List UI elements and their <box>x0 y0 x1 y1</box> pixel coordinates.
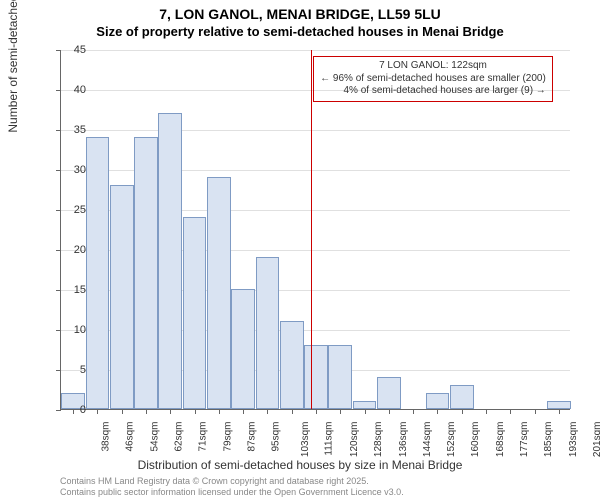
xtick-label: 152sqm <box>446 422 457 458</box>
xtick-label: 38sqm <box>101 422 112 452</box>
histogram-bar <box>110 185 134 409</box>
xtick-label: 168sqm <box>495 422 506 458</box>
xtick-mark <box>170 409 171 414</box>
xtick-label: 103sqm <box>301 422 312 458</box>
histogram-bar <box>377 377 401 409</box>
histogram-bar <box>183 217 207 409</box>
gridline <box>61 130 570 131</box>
histogram-bar <box>426 393 450 409</box>
gridline <box>61 50 570 51</box>
callout-box: 7 LON GANOL: 122sqm ← 96% of semi-detach… <box>313 56 553 102</box>
xtick-mark <box>97 409 98 414</box>
xtick-label: 87sqm <box>246 422 257 452</box>
xtick-mark <box>462 409 463 414</box>
histogram-bar <box>158 113 182 409</box>
xtick-label: 79sqm <box>222 422 233 452</box>
plot-area: 7 LON GANOL: 122sqm ← 96% of semi-detach… <box>60 50 570 410</box>
ytick-label: 30 <box>56 164 86 176</box>
xtick-mark <box>559 409 560 414</box>
xtick-label: 128sqm <box>373 422 384 458</box>
xtick-mark <box>413 409 414 414</box>
xtick-mark <box>267 409 268 414</box>
ytick-label: 10 <box>56 324 86 336</box>
xtick-mark <box>486 409 487 414</box>
xtick-label: 144sqm <box>422 422 433 458</box>
xtick-mark <box>195 409 196 414</box>
attribution: Contains HM Land Registry data © Crown c… <box>60 476 404 498</box>
xtick-mark <box>292 409 293 414</box>
xtick-label: 193sqm <box>568 422 579 458</box>
xtick-mark <box>365 409 366 414</box>
callout-property-size: 7 LON GANOL: 122sqm <box>320 60 546 73</box>
ytick-label: 25 <box>56 204 86 216</box>
histogram-bar <box>256 257 280 409</box>
x-axis-label: Distribution of semi-detached houses by … <box>0 458 600 472</box>
xtick-label: 160sqm <box>471 422 482 458</box>
histogram-bar <box>353 401 377 409</box>
histogram-bar <box>134 137 158 409</box>
xtick-mark <box>389 409 390 414</box>
xtick-mark <box>340 409 341 414</box>
xtick-mark <box>146 409 147 414</box>
property-size-chart: 7, LON GANOL, MENAI BRIDGE, LL59 5LU Siz… <box>0 0 600 500</box>
xtick-mark <box>535 409 536 414</box>
xtick-label: 46sqm <box>125 422 136 452</box>
xtick-mark <box>243 409 244 414</box>
xtick-mark <box>316 409 317 414</box>
ytick-label: 0 <box>56 404 86 416</box>
xtick-mark <box>510 409 511 414</box>
histogram-bar <box>280 321 304 409</box>
histogram-bar <box>450 385 474 409</box>
xtick-label: 185sqm <box>543 422 554 458</box>
attribution-line1: Contains HM Land Registry data © Crown c… <box>60 476 404 487</box>
xtick-label: 54sqm <box>149 422 160 452</box>
ytick-label: 5 <box>56 364 86 376</box>
histogram-bar <box>86 137 110 409</box>
y-axis-label: Number of semi-detached properties <box>6 0 20 133</box>
callout-larger-pct: 4% of semi-detached houses are larger (9… <box>320 85 546 98</box>
ytick-label: 35 <box>56 124 86 136</box>
callout-smaller-pct: ← 96% of semi-detached houses are smalle… <box>320 73 546 86</box>
histogram-bar <box>231 289 255 409</box>
histogram-bar <box>328 345 352 409</box>
xtick-mark <box>122 409 123 414</box>
xtick-label: 136sqm <box>398 422 409 458</box>
xtick-mark <box>437 409 438 414</box>
ytick-label: 15 <box>56 284 86 296</box>
ytick-label: 40 <box>56 84 86 96</box>
chart-title-address: 7, LON GANOL, MENAI BRIDGE, LL59 5LU <box>0 6 600 22</box>
xtick-label: 120sqm <box>349 422 360 458</box>
xtick-label: 62sqm <box>174 422 185 452</box>
attribution-line2: Contains public sector information licen… <box>60 487 404 498</box>
xtick-label: 111sqm <box>323 422 334 456</box>
xtick-label: 177sqm <box>519 422 530 458</box>
xtick-mark <box>219 409 220 414</box>
ytick-label: 20 <box>56 244 86 256</box>
xtick-label: 201sqm <box>592 422 600 458</box>
histogram-bar <box>547 401 571 409</box>
histogram-bar <box>304 345 328 409</box>
xtick-label: 71sqm <box>198 422 209 452</box>
ytick-label: 45 <box>56 44 86 56</box>
xtick-label: 95sqm <box>271 422 282 452</box>
marker-line <box>311 50 312 409</box>
chart-title-description: Size of property relative to semi-detach… <box>0 24 600 39</box>
histogram-bar <box>207 177 231 409</box>
